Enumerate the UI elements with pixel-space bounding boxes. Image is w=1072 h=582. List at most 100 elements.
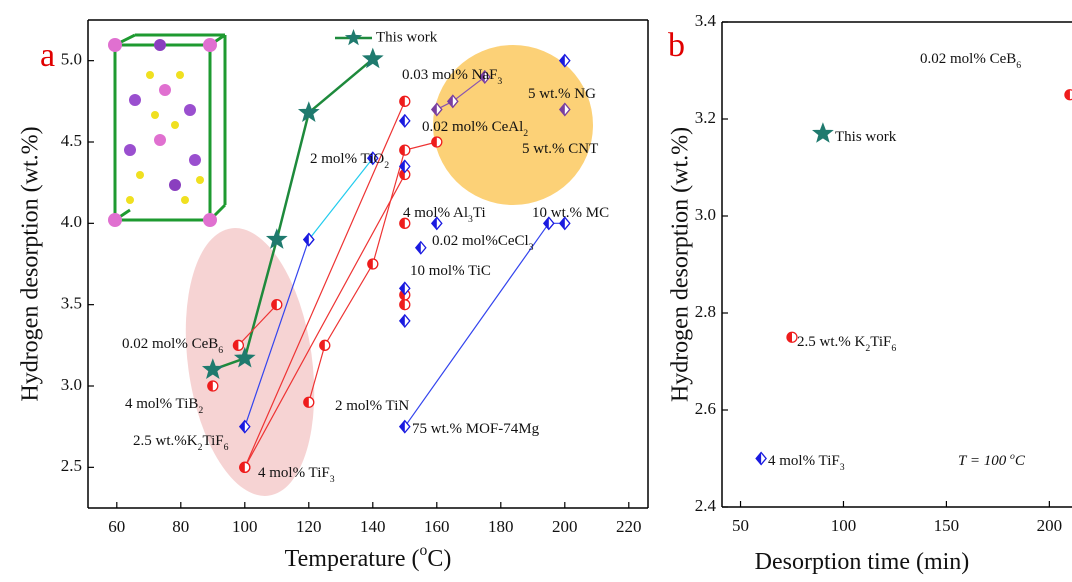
y-tick-label: 3.5: [61, 294, 82, 313]
half-circle-marker: [272, 300, 282, 310]
text-part: 4 mol% TiF: [258, 465, 330, 481]
annotation: T = 100 oC: [958, 451, 1026, 470]
text-part: 2: [198, 405, 203, 416]
y-tick-label: 2.4: [695, 496, 717, 515]
star-marker: [813, 124, 832, 142]
annotation: 10 wt.% MC: [532, 205, 609, 221]
y-tick-label: 3.4: [695, 11, 717, 30]
text-part: 6: [218, 345, 223, 356]
annotation: 4 mol% TiB2: [125, 396, 203, 415]
text-part: o: [420, 542, 428, 559]
text-part: 2 mol% TiN: [335, 398, 409, 414]
half-circle-marker: [368, 259, 378, 269]
y-tick-label: 2.8: [695, 302, 716, 321]
text-part: 2 mol% TiO: [310, 151, 384, 167]
x-tick-label: 140: [360, 517, 386, 536]
annotation: 0.02 mol%CeCl3: [432, 233, 534, 252]
half-circle-marker: [233, 340, 243, 350]
star-marker: [299, 103, 318, 121]
text-part: 3: [497, 76, 502, 87]
text-part: 6: [1016, 60, 1021, 71]
text-part: 2.5 wt.% K: [797, 334, 865, 350]
half-circle-marker: [304, 397, 314, 407]
y-tick-label: 3.2: [695, 108, 716, 127]
text-part: 2.5 wt.%K: [133, 433, 198, 449]
crystal-atoms: [108, 38, 217, 227]
annotation: 4 mol% TiF3: [768, 453, 845, 472]
half-circle-marker: [400, 145, 410, 155]
x-axis-title: Temperature (oC): [285, 542, 452, 571]
figure: 60801001201401601802002202.53.03.54.04.5…: [0, 0, 1072, 582]
text-part: 0.02 mol% CeAl: [422, 119, 523, 135]
panel-label: b: [668, 27, 685, 64]
annotation: 4 mol% Al3Ti: [403, 205, 486, 224]
x-tick-label: 80: [172, 517, 189, 536]
text-part: 4 mol% TiB: [125, 396, 198, 412]
text-part: TiF: [202, 433, 223, 449]
text-part: 0.03 mol% NaF: [402, 67, 497, 83]
x-tick-label: 200: [1037, 516, 1063, 535]
diamond-marker: [416, 242, 426, 254]
text-part: 3: [330, 474, 335, 485]
legend-label: This work: [376, 29, 438, 45]
marker-fill: [756, 453, 761, 465]
text-part: TiF: [870, 334, 891, 350]
text-part: T = 100: [958, 453, 1010, 469]
star-marker: [267, 230, 286, 248]
y-tick-label: 3.0: [695, 205, 716, 224]
x-tick-label: 60: [108, 517, 125, 536]
y-tick-label: 4.5: [61, 131, 82, 150]
series-line: [309, 158, 373, 239]
half-circle-marker: [432, 137, 442, 147]
x-tick-label: 150: [934, 516, 960, 535]
half-circle-marker: [400, 300, 410, 310]
marker-fill: [400, 421, 405, 433]
text-part: 6: [891, 343, 896, 354]
text-part: Temperature (: [285, 546, 420, 572]
text-part: 5 wt.% NG: [528, 86, 596, 102]
annotation: This work: [835, 129, 897, 145]
annotation: 2 mol% TiO2: [310, 151, 389, 170]
annotation: 10 mol% TiC: [410, 263, 491, 279]
half-circle-marker: [240, 462, 250, 472]
diamond-marker: [756, 453, 766, 465]
y-tick-label: 4.0: [61, 212, 82, 231]
x-tick-label: 100: [831, 516, 857, 535]
y-tick-label: 3.0: [61, 375, 82, 394]
diamond-marker: [400, 115, 410, 127]
annotation: 0.02 mol% CeB6: [920, 51, 1021, 70]
text-part: 4 mol% TiF: [768, 453, 840, 469]
marker-fill: [304, 234, 309, 246]
panel-label: a: [40, 37, 55, 74]
text-part: 10 mol% TiC: [410, 263, 491, 279]
annotation: 75 wt.% MOF-74Mg: [412, 421, 540, 437]
text-part: 0.02 mol% CeB: [920, 51, 1016, 67]
marker-fill: [416, 242, 421, 254]
text-part: 0.02 mol%CeCl: [432, 233, 529, 249]
half-circle-marker: [1065, 90, 1072, 100]
marker-fill: [400, 115, 405, 127]
text-part: C: [1015, 453, 1026, 469]
text-part: 2: [384, 160, 389, 171]
text-part: 3: [840, 462, 845, 473]
legend-star: [345, 29, 362, 45]
marker-fill: [400, 315, 405, 327]
annotation: 5 wt.% CNT: [522, 141, 598, 157]
crystal-inset: [115, 35, 225, 220]
y-tick-label: 5.0: [61, 50, 82, 69]
highlight-ellipse: [170, 220, 330, 505]
text-part: 5 wt.% CNT: [522, 141, 598, 157]
x-tick-label: 100: [232, 517, 258, 536]
y-axis-title: Hydrogen desorption (wt.%): [668, 127, 694, 402]
text-part: 6: [224, 442, 229, 453]
x-tick-label: 120: [296, 517, 322, 536]
x-axis-title: Desorption time (min): [755, 549, 970, 575]
y-tick-label: 2.5: [61, 456, 82, 475]
annotation: 2 mol% TiN: [335, 398, 409, 414]
text-part: 10 wt.% MC: [532, 205, 609, 221]
y-tick-label: 2.6: [695, 399, 716, 418]
y-axis-title: Hydrogen desorption (wt.%): [18, 126, 44, 401]
text-part: 75 wt.% MOF-74Mg: [412, 421, 540, 437]
text-part: This work: [835, 129, 897, 145]
annotation: 2.5 wt.% K2TiF6: [797, 334, 896, 353]
